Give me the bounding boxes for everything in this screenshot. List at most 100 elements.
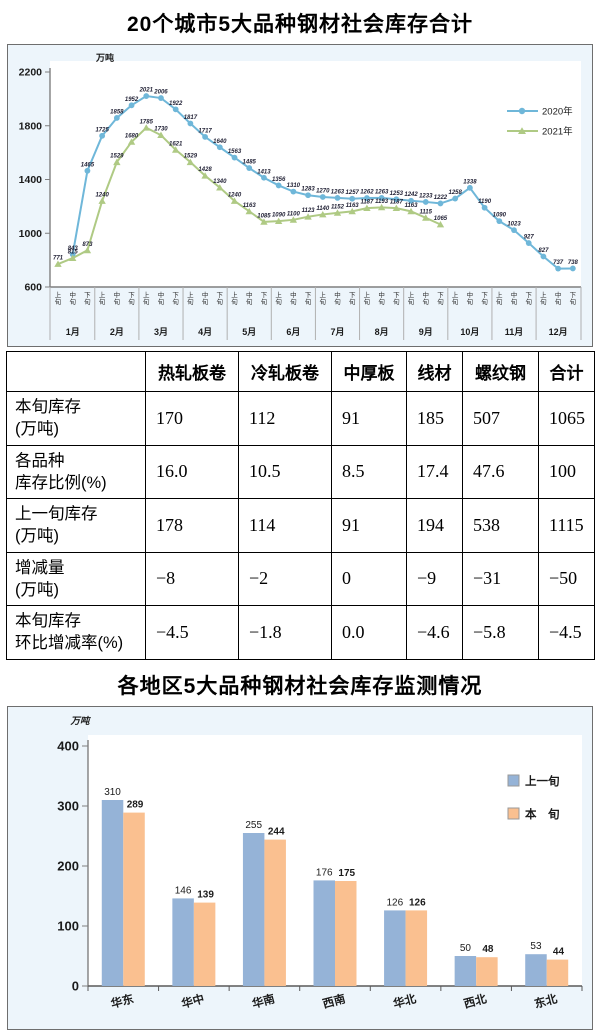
data-point-label: 927 [524, 235, 535, 241]
table-cell: 1115 [538, 498, 595, 553]
category-label: 华北 [392, 991, 418, 1011]
period-label: 下 [349, 291, 356, 299]
period-label: 中 [378, 290, 385, 299]
period-label: 旬 [364, 297, 371, 306]
table-cell: −5.8 [462, 605, 539, 660]
period-label: 中 [246, 290, 253, 299]
data-point-marker [364, 195, 370, 201]
col-header: 中厚板 [331, 351, 407, 392]
period-label: 旬 [143, 297, 150, 306]
period-label: 旬 [305, 297, 312, 306]
data-point-marker [319, 194, 326, 200]
data-point-label: 1090 [493, 213, 507, 219]
data-point-label: 1922 [169, 101, 183, 107]
data-point-marker [275, 182, 282, 189]
table-cell: −4.5 [145, 605, 239, 660]
category-label: 东北 [533, 991, 559, 1011]
data-point-label: 737 [553, 260, 564, 266]
period-label: 旬 [69, 297, 76, 306]
data-point-label: 1123 [302, 208, 316, 214]
y-axis-unit-label: 万吨 [95, 52, 114, 63]
legend-item-2020年: 2020年 [507, 106, 573, 118]
table-cell: 10.5 [238, 444, 332, 500]
data-point-label: 1283 [301, 187, 315, 193]
table-cell: 17.4 [406, 444, 463, 500]
month-label: 12月 [549, 327, 568, 337]
bar-value-label: 126 [386, 897, 403, 908]
bar-prev-华南 [242, 832, 265, 986]
data-point-label: 1187 [390, 200, 404, 206]
data-point-marker [201, 172, 209, 179]
bar-curr-华东 [123, 812, 145, 986]
period-label: 旬 [99, 297, 106, 306]
data-point-marker [98, 197, 106, 204]
period-label: 中 [290, 290, 297, 299]
data-point-label: 738 [568, 260, 579, 266]
data-point-marker [349, 195, 356, 202]
data-point-marker [363, 204, 371, 212]
y-tick-label: 2200 [19, 67, 43, 79]
data-point-label: 1263 [331, 189, 345, 195]
row-label: 上一旬库存 (万吨) [6, 498, 146, 553]
bar-value-label: 255 [245, 820, 262, 831]
period-label: 旬 [555, 297, 562, 306]
legend-swatch [507, 807, 520, 820]
data-point-label: 1115 [420, 209, 433, 215]
inventory-table-header: 热轧板卷 冷轧板卷 中厚板 线材 螺纹钢 合计 [6, 351, 595, 392]
table-cell: 112 [238, 391, 332, 446]
y-tick-label: 1800 [19, 120, 43, 132]
period-label: 旬 [570, 297, 577, 306]
data-point-label: 1563 [228, 149, 242, 155]
data-point-label: 1242 [404, 192, 418, 198]
data-point-label: 2006 [153, 90, 168, 96]
inventory-table: 热轧板卷 冷轧板卷 中厚板 线材 螺纹钢 合计 本旬库存 (万吨) 170 112 91 185 5… [6, 351, 595, 660]
period-label: 上 [55, 290, 62, 299]
period-label: 上 [496, 290, 503, 299]
data-point-marker [290, 188, 297, 195]
table-cell: 47.6 [462, 444, 539, 500]
legend-label: 本 旬 [525, 807, 560, 821]
period-label: 上 [99, 290, 106, 299]
data-point-label: 1413 [257, 169, 271, 175]
data-point-marker [289, 216, 298, 223]
period-label: 旬 [261, 297, 268, 306]
y-axis-unit-label: 万吨 [69, 715, 91, 727]
data-point-marker [333, 209, 342, 216]
legend-item-本 旬: 本 旬 [507, 807, 560, 821]
col-header: 螺纹钢 [462, 351, 539, 392]
y-tick-label: 1000 [19, 228, 43, 240]
period-label: 下 [172, 291, 179, 299]
period-label: 旬 [467, 297, 474, 306]
line-chart-svg: 600 1000 1400 1800 2200 万吨 1月 2月 3月 4月 5月 6月 7月 8月 9月 1… [19, 52, 582, 340]
category-label: 华东 [109, 991, 135, 1011]
month-label: 7月 [330, 327, 344, 337]
col-header: 冷轧板卷 [238, 351, 332, 392]
data-point-marker [127, 138, 136, 145]
data-point-label: 1140 [316, 206, 330, 212]
bar-value-label: 289 [127, 799, 144, 810]
data-point-marker [274, 217, 283, 225]
data-point-marker [437, 200, 444, 207]
data-point-marker [555, 265, 562, 272]
data-point-label: 1023 [507, 222, 521, 228]
y-tick-label: 100 [57, 918, 79, 933]
period-label: 旬 [290, 297, 297, 306]
data-point-label: 1163 [346, 203, 360, 209]
row-label: 本旬库存 (万吨) [6, 391, 146, 446]
period-label: 旬 [334, 297, 341, 306]
legend-item-2021年: 2021年 [507, 126, 573, 138]
table-cell: −4.6 [406, 605, 463, 660]
table-cell: 100 [538, 444, 595, 500]
data-point-marker [422, 199, 429, 205]
bar-curr-华北 [405, 910, 428, 986]
data-point-label: 815 [68, 250, 79, 256]
period-label: 旬 [540, 297, 547, 306]
bar-curr-西北 [476, 956, 498, 986]
data-point-marker [230, 197, 239, 204]
data-point-label: 1529 [184, 154, 198, 160]
data-point-label: 1262 [360, 190, 374, 196]
table-cell: 91 [331, 498, 407, 553]
data-point-marker [377, 203, 386, 211]
